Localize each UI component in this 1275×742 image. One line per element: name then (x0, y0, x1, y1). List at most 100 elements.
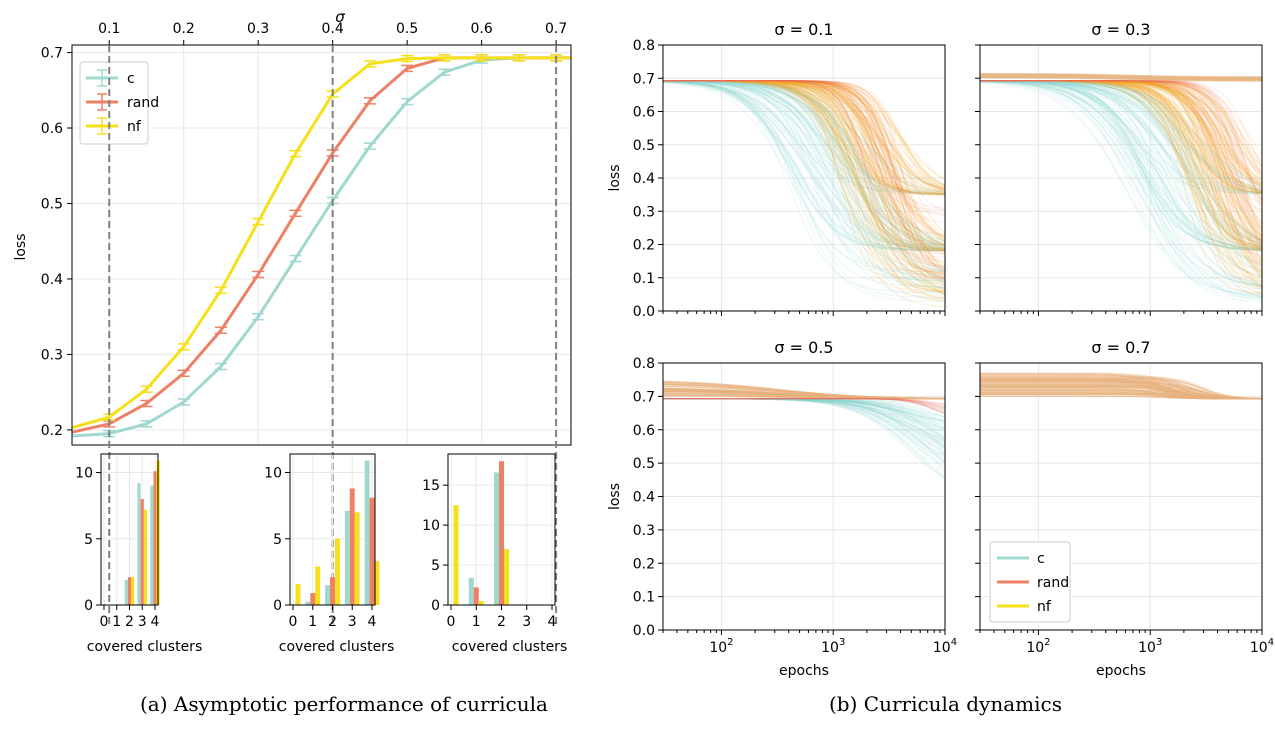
trajectory (980, 73, 1262, 79)
trajectory (663, 79, 945, 243)
trajectory (663, 79, 945, 187)
trajectory (663, 79, 945, 246)
trajectory (663, 79, 945, 195)
trajectory (663, 390, 945, 400)
trajectory (663, 80, 945, 249)
trajectory (980, 73, 1262, 78)
y-tick-label: 0.6 (633, 105, 655, 121)
y-tick-label: 0.2 (633, 556, 655, 572)
trajectory (663, 80, 945, 299)
trajectory (980, 80, 1262, 194)
trajectory (663, 79, 945, 276)
trajectory (663, 79, 945, 290)
trajectory (980, 389, 1262, 400)
trajectory (663, 79, 945, 195)
x-axis-label: epochs (1096, 663, 1146, 679)
trajectory (980, 79, 1262, 245)
trajectory (980, 387, 1262, 400)
trajectory (980, 385, 1262, 400)
trajectory (980, 79, 1262, 280)
trajectory (663, 79, 945, 249)
trajectory (980, 393, 1262, 400)
trajectory (663, 79, 945, 244)
trajectory (663, 398, 945, 434)
trajectory (663, 79, 945, 273)
trajectory (980, 395, 1262, 400)
trajectory (663, 79, 945, 236)
trajectory (663, 79, 945, 187)
trajectory (980, 394, 1262, 400)
trajectory (980, 79, 1262, 251)
trajectory (663, 390, 945, 400)
trajectory (663, 398, 945, 439)
trajectory (663, 398, 945, 439)
trajectory (663, 79, 945, 252)
trajectory (980, 79, 1262, 288)
trajectory (980, 79, 1262, 240)
trajectory (980, 386, 1262, 400)
trajectory (980, 79, 1262, 248)
trajectory (663, 79, 945, 193)
trajectory (663, 80, 945, 282)
trajectory (980, 79, 1262, 223)
trajectory (663, 80, 945, 294)
trajectory (663, 80, 945, 195)
dynamics-panel-1: σ = 0.3 (975, 20, 1263, 316)
trajectory (980, 390, 1262, 400)
trajectory (980, 79, 1262, 263)
trajectory (663, 388, 945, 400)
trajectory (663, 385, 945, 399)
trajectory (980, 79, 1262, 265)
bar-c (325, 585, 331, 605)
main-chart: 0.2 0.3 0.4 0.5 0.6 0.7 0.1 0.2 0.3 0.4 0.5 0.6 0.7 σ… (13, 8, 572, 446)
trajectory (980, 79, 1262, 205)
y-tick-label: 0.4 (41, 272, 63, 288)
trajectory (980, 79, 1262, 277)
trajectory (980, 79, 1262, 247)
trajectory (663, 395, 945, 400)
trajectory (980, 373, 1262, 400)
trajectory (980, 79, 1262, 275)
trajectory (980, 79, 1262, 181)
trajectory (663, 79, 945, 293)
trajectory (980, 374, 1262, 400)
trajectory (980, 79, 1262, 298)
trajectory (663, 79, 945, 188)
trajectory (980, 79, 1262, 181)
trajectory (663, 79, 945, 302)
trajectory (663, 79, 945, 279)
trajectory (980, 81, 1262, 296)
trajectory (663, 79, 945, 296)
trajectory (980, 79, 1262, 241)
trajectory (980, 80, 1262, 249)
trajectory (663, 80, 945, 247)
trajectory (980, 73, 1262, 79)
trajectory (663, 79, 945, 280)
trajectory (663, 389, 945, 400)
trajectory (980, 79, 1262, 245)
trajectory (663, 79, 945, 271)
trajectory (663, 79, 945, 196)
trajectory (663, 398, 945, 406)
trajectory (663, 79, 945, 191)
trajectory (663, 79, 945, 268)
trajectory (663, 390, 945, 400)
trajectory (663, 398, 945, 423)
trajectory (663, 80, 945, 247)
x-tick-label: 3 (138, 614, 147, 630)
trajectory (663, 79, 945, 292)
trajectory (663, 79, 945, 251)
trajectory (663, 79, 945, 277)
trajectory (980, 79, 1262, 264)
trajectory (663, 390, 945, 400)
trajectory (980, 79, 1262, 288)
trajectory (980, 79, 1262, 294)
trajectory (663, 79, 945, 252)
trajectory (980, 384, 1262, 400)
trajectory (663, 381, 945, 399)
trajectory (980, 380, 1262, 400)
trajectory (663, 398, 945, 418)
trajectory (980, 381, 1262, 400)
trajectory (663, 79, 945, 277)
trajectory (663, 398, 945, 423)
